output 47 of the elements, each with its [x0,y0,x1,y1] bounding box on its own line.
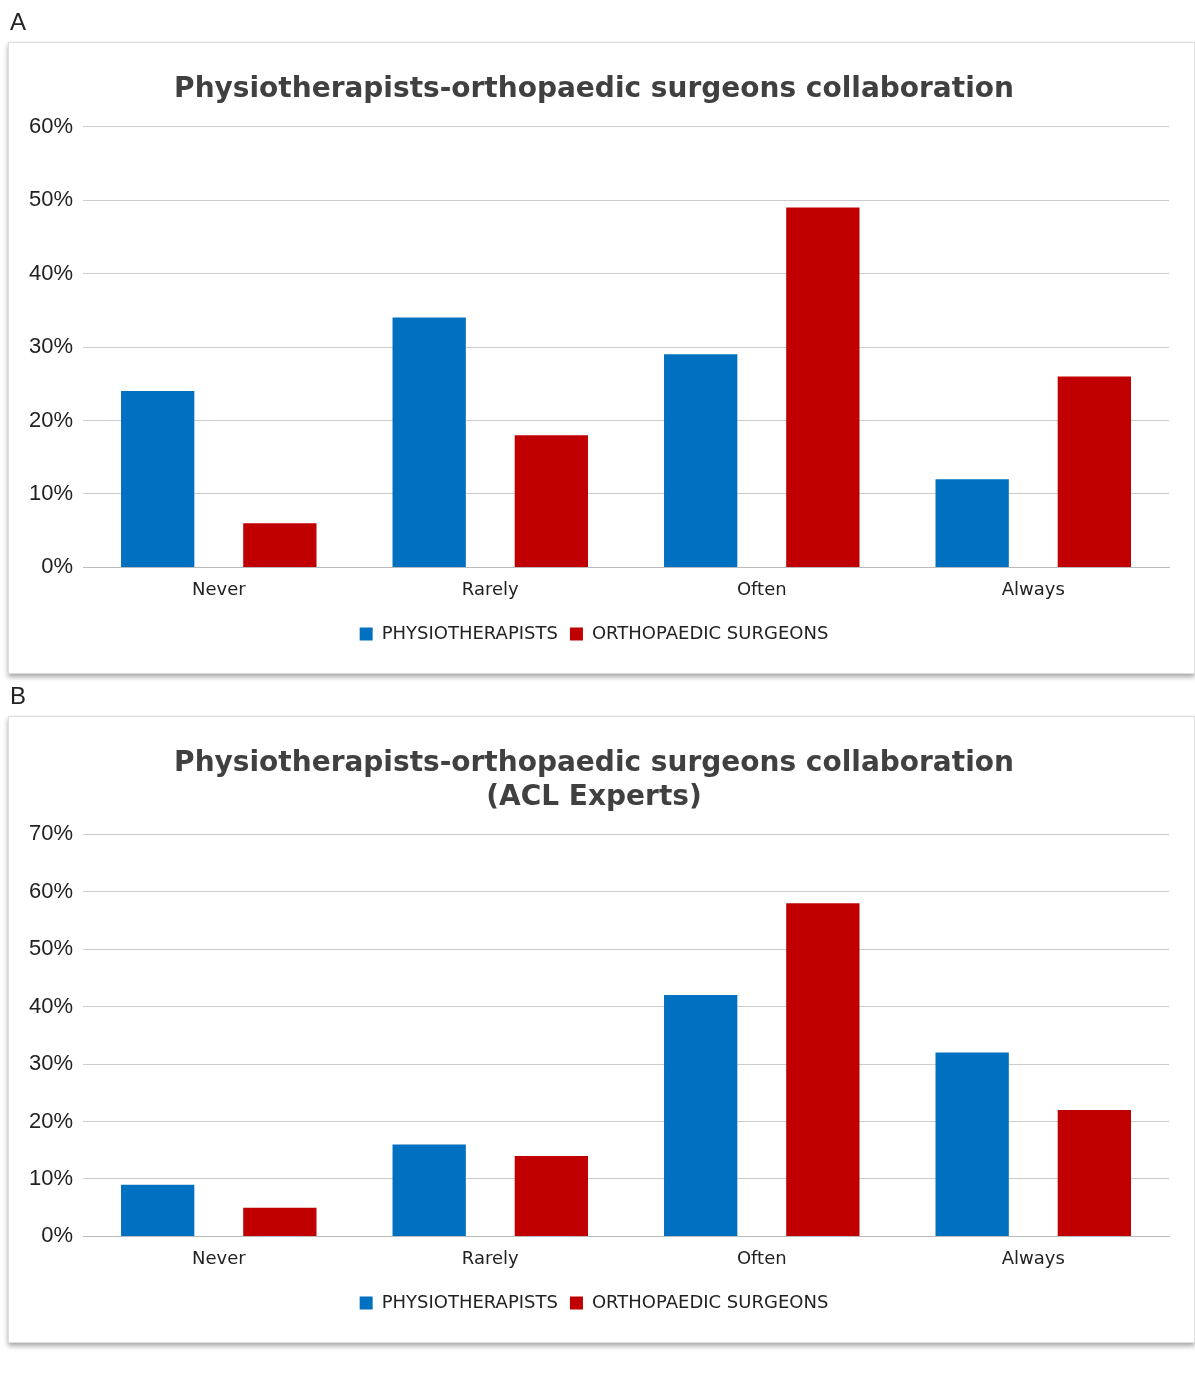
bar [1057,1109,1131,1236]
x-tick-label: Often [736,577,787,599]
bar [786,207,860,567]
y-tick-label: 0% [41,553,74,579]
bar [935,1052,1009,1236]
x-tick-label: Always [1001,577,1065,599]
legend-label: ORTHOPAEDIC SURGEONS [591,1290,829,1312]
x-tick-label: Often [736,1246,787,1268]
bar [243,1207,317,1236]
bar [514,435,589,567]
chart-title: Physiotherapists-orthopaedic surgeons collaboration [174,71,1014,105]
y-tick-label: 0% [41,1222,74,1248]
y-tick-label: 10% [28,1165,74,1191]
text: B [9,681,27,711]
chart-title: Physiotherapists-orthopaedic surgeons collaboration (ACL Experts) [174,745,1014,812]
x-tick-label: Always [1001,1246,1065,1268]
bar [392,1144,466,1236]
bar [664,995,738,1236]
legend-label: PHYSIOTHERAPISTS [381,621,558,643]
bar [664,354,738,567]
bar [121,1184,195,1236]
y-tick-label: 10% [28,480,74,505]
y-tick-label: 40% [28,992,74,1018]
y-tick-label: 60% [28,877,74,903]
bar [392,317,466,567]
bar [935,479,1009,567]
y-tick-label: 20% [28,406,74,432]
x-tick-label: Rarely [461,1246,520,1268]
y-tick-label: 20% [28,1107,74,1133]
x-tick-label: Never [191,1246,247,1268]
bar [243,523,317,567]
bar [1057,376,1131,567]
y-tick-label: 70% [28,820,74,846]
y-tick-label: 30% [28,333,74,359]
x-tick-label: Never [191,577,247,599]
y-tick-label: 60% [28,112,74,138]
y-tick-label: 30% [28,1050,74,1076]
text: A [9,7,27,37]
bar [786,903,860,1236]
y-tick-label: 50% [28,186,74,212]
y-tick-label: 40% [28,259,74,285]
bar [514,1155,589,1236]
y-tick-label: 50% [28,935,74,961]
bar [121,391,195,567]
legend-label: ORTHOPAEDIC SURGEONS [591,621,829,643]
legend-label: PHYSIOTHERAPISTS [381,1290,558,1312]
x-tick-label: Rarely [461,577,520,599]
